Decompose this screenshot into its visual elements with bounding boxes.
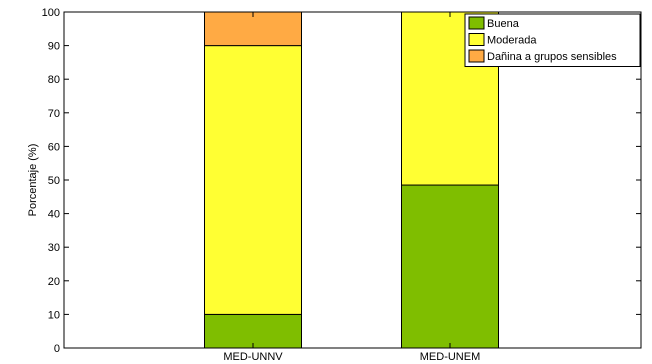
y-axis: 0 10 20 30 40 50 60 70 80 90 100	[42, 7, 641, 355]
legend-label: Moderada	[487, 35, 537, 47]
y-tick-label: 30	[48, 242, 60, 254]
x-axis: MED-UNNV MED-UNEM	[223, 12, 480, 363]
bar-segment	[204, 11, 302, 47]
bar-segment	[401, 184, 499, 349]
x-tick-label: MED-UNEM	[420, 351, 481, 363]
y-tick-label: 10	[48, 309, 60, 321]
legend: Buena Moderada Dañina a grupos sensibles	[464, 13, 641, 67]
y-tick-label: 60	[48, 141, 60, 153]
legend-label: Dañina a grupos sensibles	[487, 51, 617, 63]
legend-swatch	[468, 33, 485, 46]
plot-area	[63, 11, 642, 349]
bar-segment	[204, 313, 302, 349]
legend-label: Buena	[487, 18, 520, 30]
y-tick-label: 70	[48, 108, 60, 120]
y-tick-label: 90	[48, 41, 60, 53]
x-tick-label: MED-UNNV	[223, 351, 283, 363]
y-tick-label: 40	[48, 209, 60, 221]
legend-swatch	[468, 49, 485, 63]
bars-layer	[204, 11, 499, 349]
y-tick-label: 80	[48, 74, 60, 86]
bar-segment	[204, 45, 302, 315]
y-tick-label: 100	[42, 7, 60, 19]
legend-swatch	[468, 16, 485, 30]
y-axis-label: Porcentaje (%)	[27, 144, 39, 217]
y-tick-label: 20	[48, 276, 60, 288]
y-tick-label: 50	[48, 175, 60, 187]
y-tick-label: 0	[54, 343, 60, 355]
legend-box	[464, 13, 641, 67]
